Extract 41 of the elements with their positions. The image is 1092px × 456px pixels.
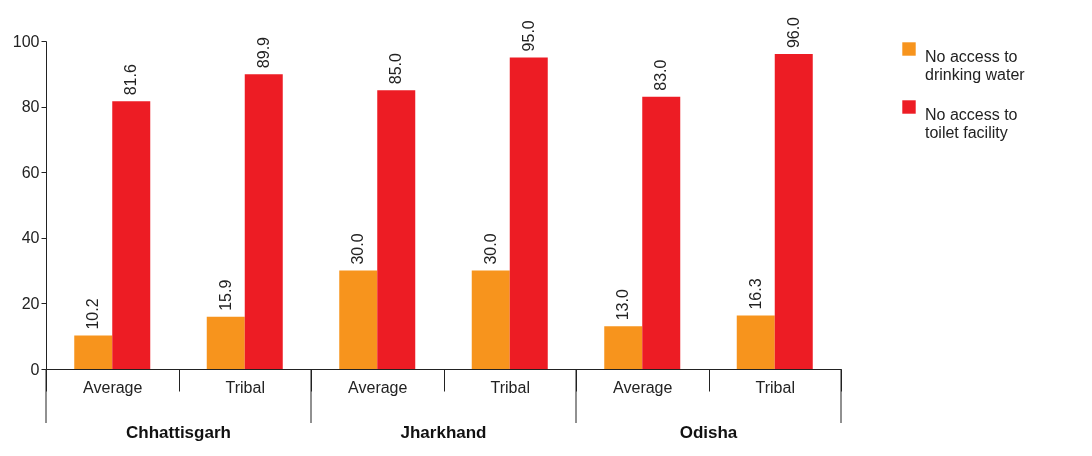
bar <box>642 96 681 369</box>
bar <box>736 315 775 369</box>
bar <box>377 90 416 369</box>
legend-label: No access to toilet facility <box>925 106 1018 141</box>
bar <box>112 101 151 369</box>
x-tick-label: Average <box>613 378 673 396</box>
x-tick-label: Tribal <box>225 378 265 396</box>
bar <box>339 270 378 369</box>
x-tick-label: Tribal <box>490 378 530 396</box>
data-label: 83.0 <box>652 59 670 91</box>
legend-label: No access to drinking water <box>925 48 1026 83</box>
bar <box>206 316 245 369</box>
y-tick-label: 0 <box>30 360 40 378</box>
y-tick-label: 100 <box>12 32 40 50</box>
data-label: 16.3 <box>746 278 764 310</box>
data-label: 15.9 <box>216 279 234 311</box>
data-label: 30.0 <box>481 233 499 265</box>
text: Jharkhand <box>400 423 487 442</box>
text: Chhattisgarh <box>126 423 231 442</box>
x-tick-label: Tribal <box>755 378 795 396</box>
y-tick-label: 80 <box>21 98 40 116</box>
y-tick-label: 60 <box>21 163 40 181</box>
data-label: 95.0 <box>519 20 537 52</box>
bar <box>774 54 813 369</box>
bar <box>604 326 643 369</box>
data-label: 10.2 <box>84 298 102 330</box>
data-label: 81.6 <box>122 64 140 96</box>
y-tick-label: 20 <box>21 294 40 312</box>
data-label: 30.0 <box>349 233 367 265</box>
x-tick-label: Average <box>348 378 408 396</box>
data-label: 85.0 <box>387 52 405 85</box>
data-label: 96.0 <box>784 16 802 49</box>
bar <box>74 335 113 369</box>
bar <box>471 270 510 369</box>
x-tick-label: Average <box>83 378 143 396</box>
data-label: 13.0 <box>614 289 632 321</box>
text: Odisha <box>679 423 738 442</box>
y-tick-label: 40 <box>21 229 40 247</box>
data-label: 89.9 <box>254 36 272 69</box>
bar <box>244 74 283 369</box>
bar <box>509 57 548 369</box>
